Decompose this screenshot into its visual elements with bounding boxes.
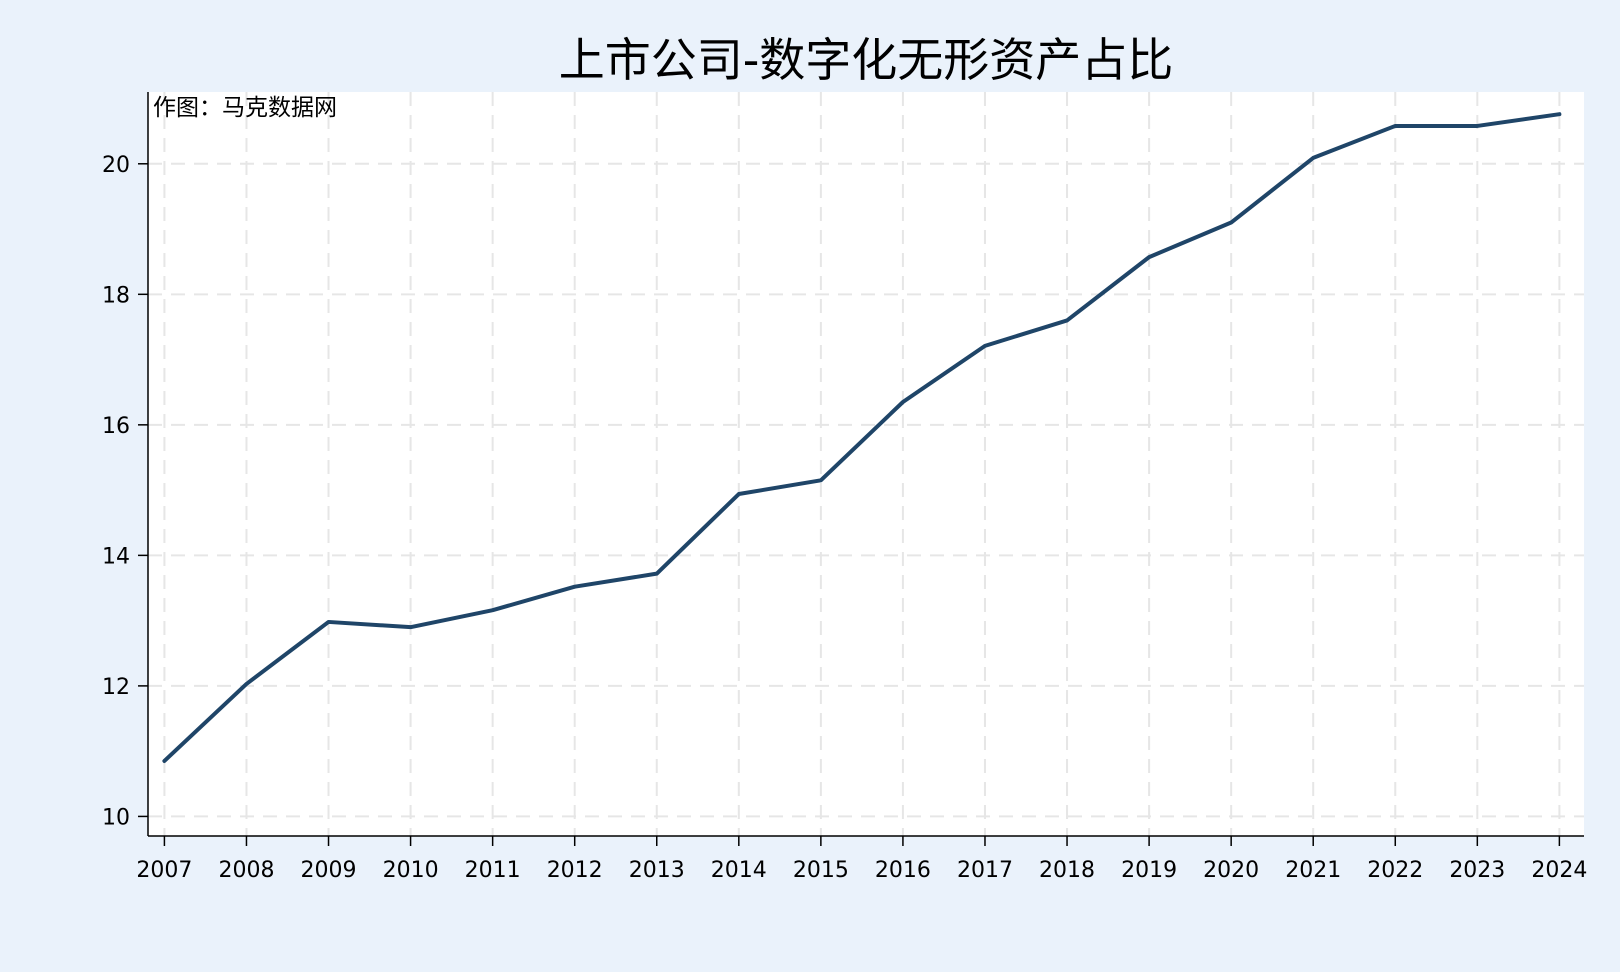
y-tick-label: 14 bbox=[102, 544, 130, 569]
y-tick-label: 12 bbox=[102, 675, 130, 700]
x-tick-label: 2007 bbox=[136, 858, 192, 883]
x-tick-label: 2023 bbox=[1449, 858, 1505, 883]
x-tick-label: 2015 bbox=[793, 858, 849, 883]
series-lines bbox=[162, 112, 1562, 763]
x-tick-label: 2008 bbox=[218, 858, 274, 883]
x-tick-label: 2022 bbox=[1367, 858, 1423, 883]
x-tick-label: 2013 bbox=[629, 858, 685, 883]
axis-ticks: 2007 2008 2009 2010 2011 2012 2013 2014 2015 2016… bbox=[102, 153, 1587, 883]
x-tick-label: 2018 bbox=[1039, 858, 1095, 883]
series-line-0 bbox=[162, 112, 1562, 763]
x-tick-label: 2021 bbox=[1285, 858, 1341, 883]
y-tick-label: 20 bbox=[102, 153, 130, 178]
y-tick-label: 16 bbox=[102, 414, 130, 439]
x-tick-label: 2014 bbox=[711, 858, 767, 883]
y-tick-label: 18 bbox=[102, 283, 130, 308]
x-tick-label: 2019 bbox=[1121, 858, 1177, 883]
axes bbox=[147, 92, 1584, 837]
x-tick-label: 2012 bbox=[547, 858, 603, 883]
x-tick-label: 2017 bbox=[957, 858, 1013, 883]
chart-title: 上市公司-数字化无形资产占比 bbox=[559, 33, 1174, 87]
x-tick-label: 2009 bbox=[301, 858, 357, 883]
x-tick-label: 2024 bbox=[1531, 858, 1587, 883]
x-tick-label: 2010 bbox=[383, 858, 439, 883]
x-tick-label: 2011 bbox=[465, 858, 521, 883]
x-tick-label: 2020 bbox=[1203, 858, 1259, 883]
chart-annotation: 作图：马克数据网 bbox=[153, 95, 337, 121]
grid-lines bbox=[148, 92, 1584, 836]
y-tick-label: 10 bbox=[102, 805, 130, 830]
plot-background bbox=[148, 92, 1584, 836]
x-tick-label: 2016 bbox=[875, 858, 931, 883]
